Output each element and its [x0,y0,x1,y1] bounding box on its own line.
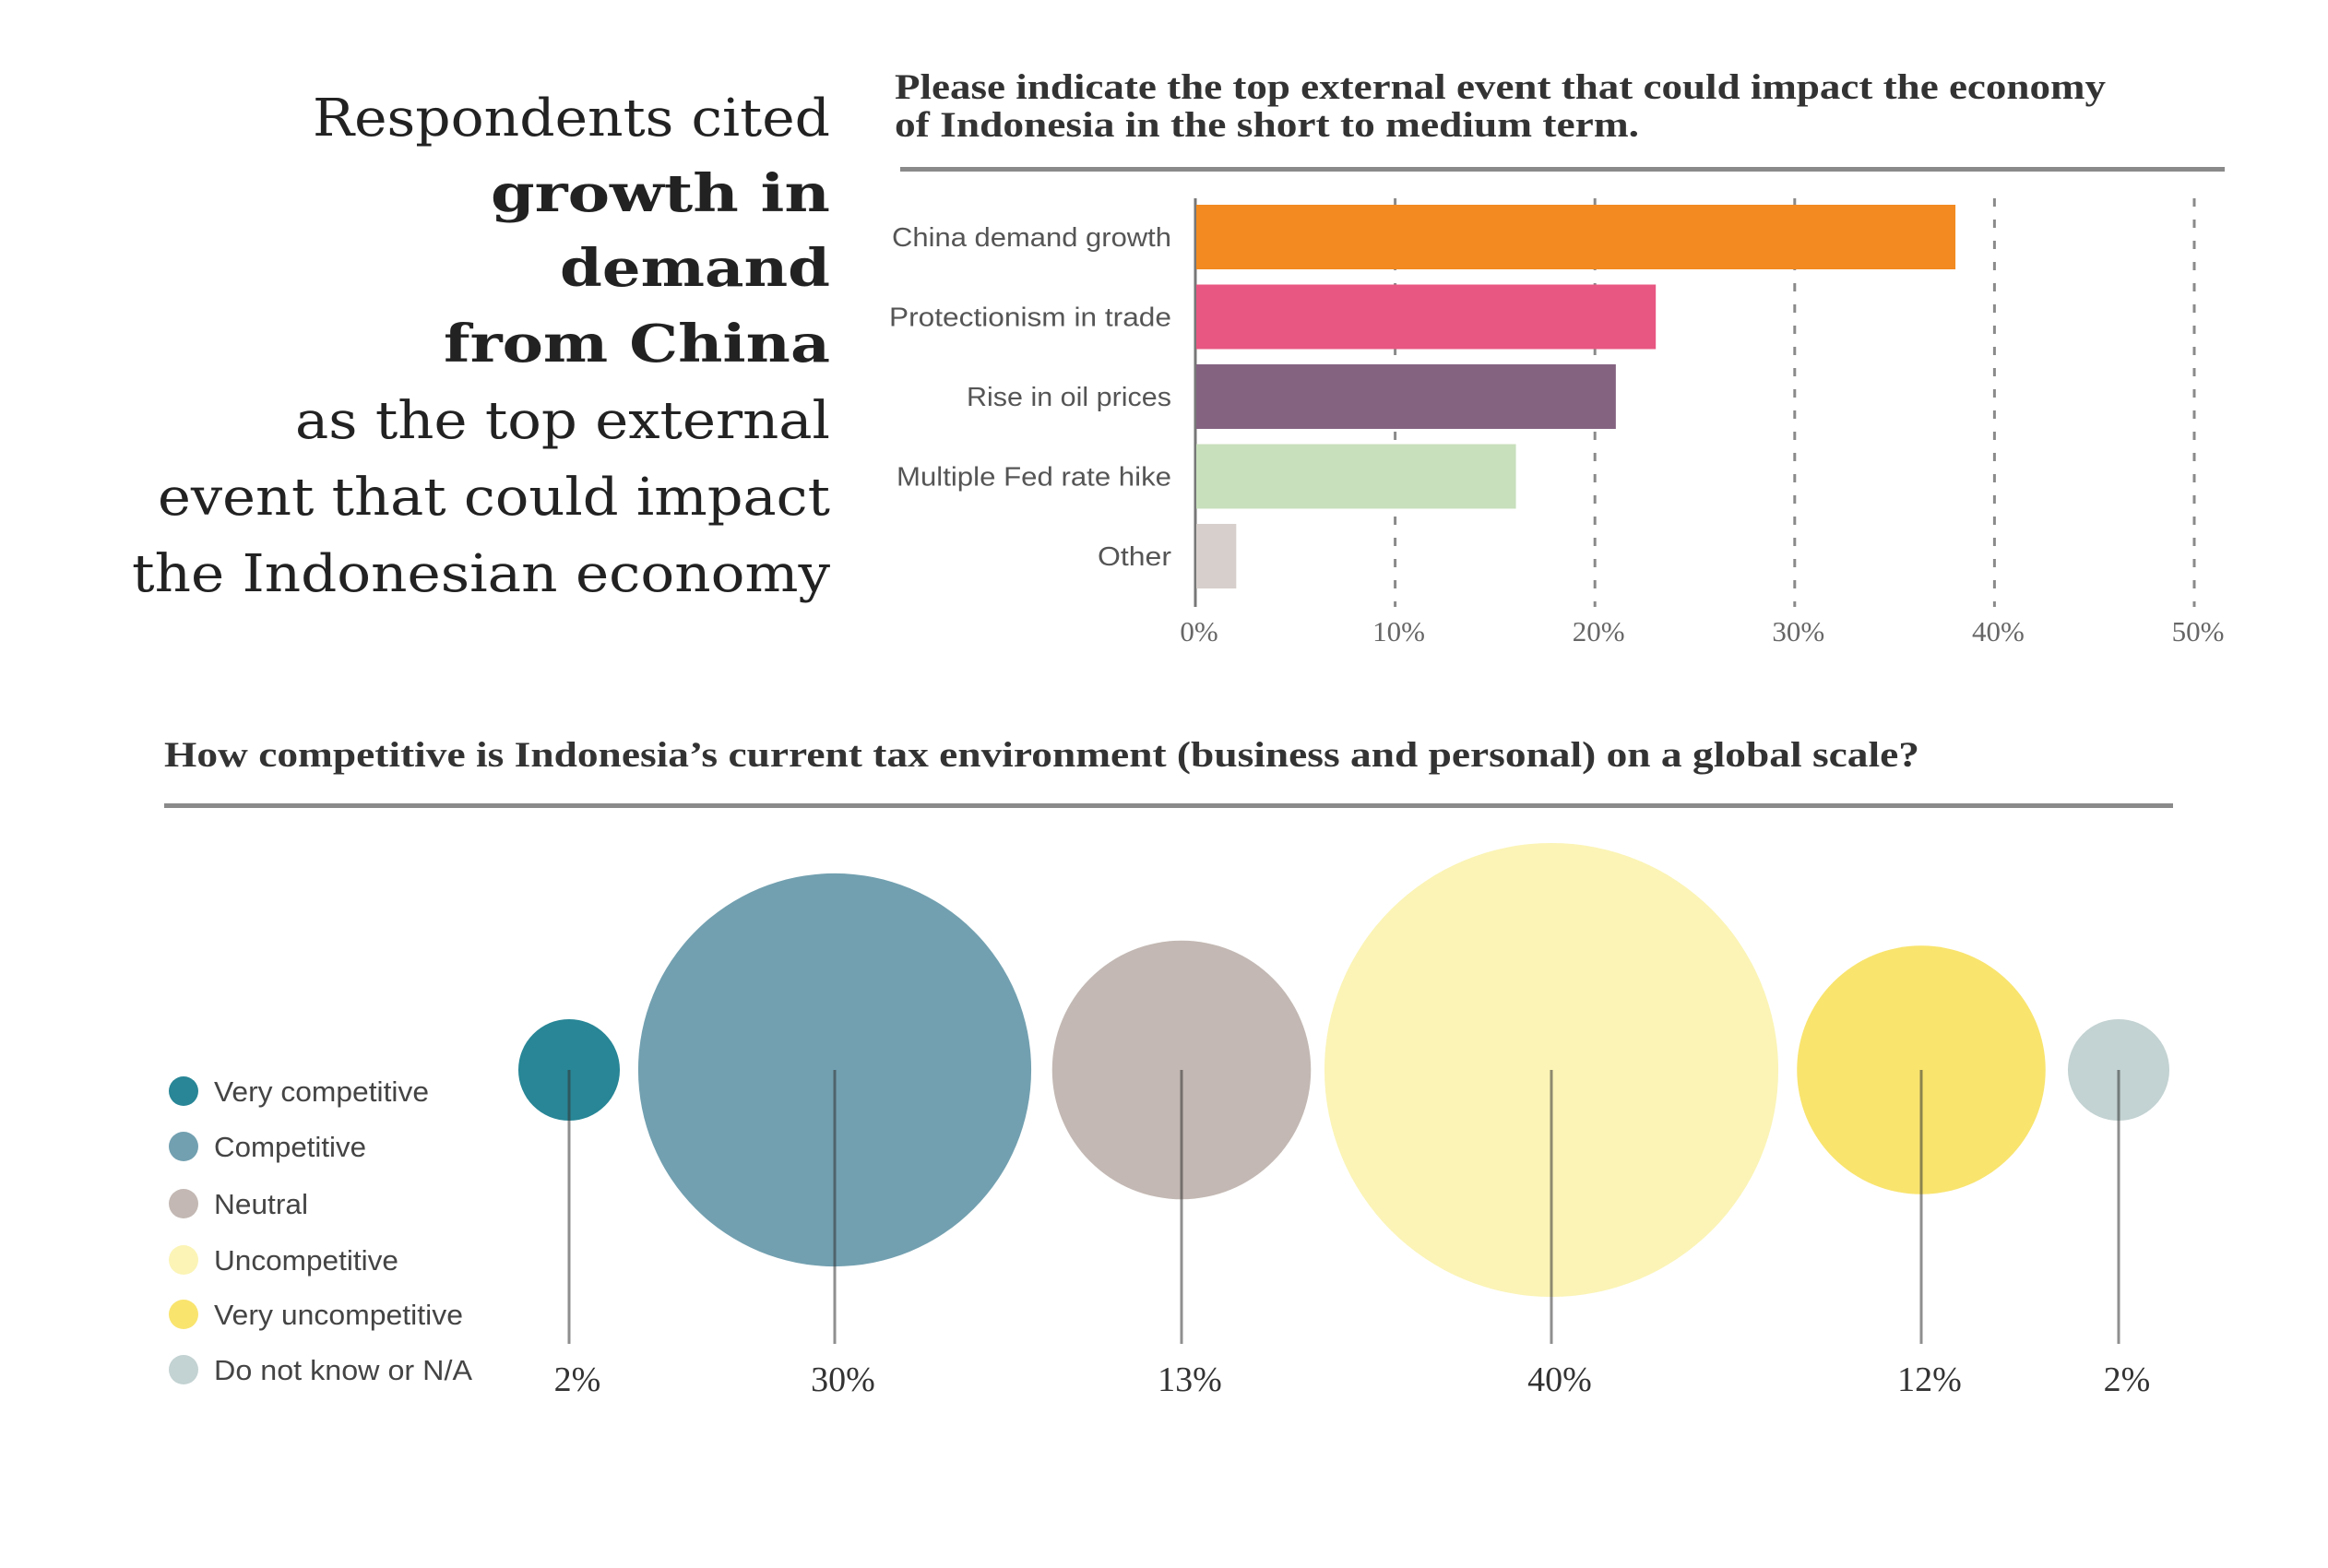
legend-swatch [169,1189,198,1218]
bubble-chart-title: How competitive is Indonesia’s current t… [164,735,1919,775]
bar-chart-bars [1196,205,1956,588]
bubble-value-label: 2% [2104,1360,2151,1399]
headline-line-5: as the top external [295,391,830,451]
bar-category-label: Other [1098,542,1171,572]
bubble-value-label: 40% [1527,1360,1592,1399]
bar-x-tick-label: 20% [1573,615,1625,647]
headline: Respondents cited growth in demand from … [132,89,831,604]
legend-label: Do not know or N/A [214,1354,472,1386]
legend-swatch [169,1132,198,1161]
bar-x-tick-label: 40% [1972,615,2025,647]
headline-highlight-line-2: demand [560,238,830,299]
bubble-chart: How competitive is Indonesia’s current t… [164,735,2173,1399]
bar-chart-x-tick-labels: 0% 10% 20% 30% 40% 50% [1180,615,2224,647]
bar-chart-title-line-1: Please indicate the top external event t… [895,67,2107,107]
bar-x-tick-label: 0% [1180,615,1217,647]
bubble-value-label: 30% [811,1360,875,1399]
bar-chart-title-rule [900,167,2225,172]
bubble-chart-legend: Very competitive Competitive Neutral Uncomp… [169,1075,472,1386]
bar [1196,364,1616,429]
bar [1196,524,1237,588]
bubble-value-label: 12% [1897,1360,1962,1399]
headline-line-7: the Indonesian economy [132,544,830,604]
bar-x-tick-label: 10% [1372,615,1425,647]
bar-category-label: Rise in oil prices [967,383,1171,412]
legend-label: Neutral [214,1188,308,1220]
legend-swatch [169,1355,198,1384]
bubble-chart-title-rule [164,803,2173,808]
bubble-value-label: 2% [554,1360,601,1399]
legend-label: Very competitive [214,1075,429,1108]
legend-label: Uncompetitive [214,1244,398,1277]
legend-swatch [169,1245,198,1275]
headline-highlight-line-3: from China [444,314,830,374]
bar-x-tick-label: 30% [1772,615,1824,647]
legend-swatch [169,1300,198,1329]
headline-line-1: Respondents cited [313,89,830,148]
bar-chart-title-line-2: of Indonesia in the short to medium term… [895,105,1639,145]
headline-highlight-line-1: growth in [491,163,830,224]
bar [1196,205,1956,269]
legend-label: Competitive [214,1131,366,1163]
bubble-chart-bubbles: 2% 30% 13% 40% 12% 2% [517,842,2170,1399]
bar-category-label: China demand growth [892,223,1171,253]
bar [1196,444,1516,509]
bar-chart-category-labels: China demand growth Protectionism in trad… [889,223,1171,572]
bubble-value-label: 13% [1158,1360,1222,1399]
legend-swatch [169,1076,198,1106]
bar-x-tick-label: 50% [2172,615,2225,647]
bar-category-label: Multiple Fed rate hike [897,463,1171,493]
legend-label: Very uncompetitive [214,1299,463,1331]
bar-category-label: Protectionism in trade [889,303,1171,333]
bar-chart: Please indicate the top external event t… [889,67,2225,647]
bar [1196,284,1657,350]
headline-line-6: event that could impact [158,468,831,528]
